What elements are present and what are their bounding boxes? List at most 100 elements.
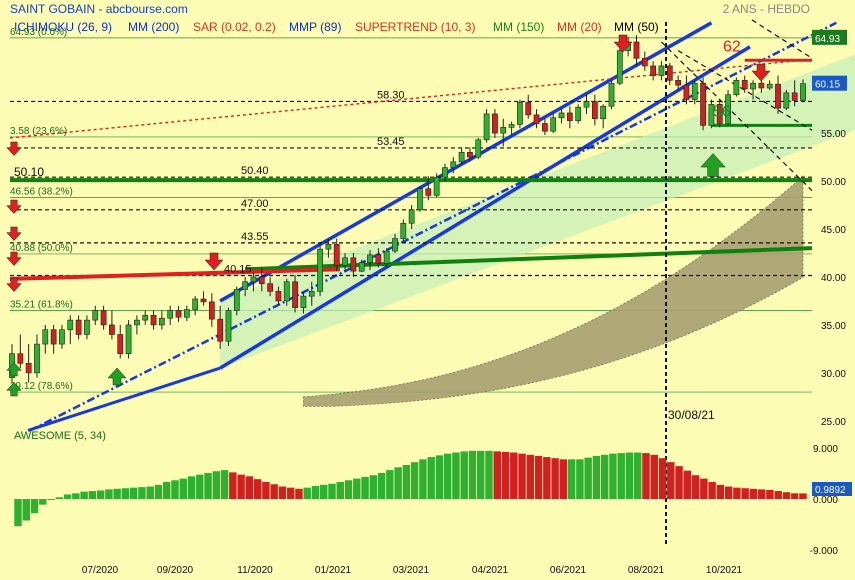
candle-body [683, 84, 690, 100]
fib-label: 40.88 (50.0%) [10, 243, 73, 254]
candle-body [217, 318, 224, 342]
oscillator-bar [724, 486, 733, 499]
date-marker-label: 30/08/21 [668, 408, 715, 422]
oscillator-bar [791, 493, 799, 499]
y-tick-label: 40.00 [821, 273, 846, 284]
candle-body [150, 315, 157, 326]
x-tick-label: 09/2020 [157, 565, 194, 576]
candle-body [275, 291, 282, 302]
candle-body [225, 310, 232, 342]
candle-body [741, 80, 748, 90]
oscillator-bar [320, 484, 328, 499]
oscillator-bar [386, 470, 394, 499]
candle-body [92, 310, 99, 321]
candle-body [158, 317, 165, 326]
candle-body [641, 57, 648, 67]
oscillator-bar [452, 452, 460, 499]
candle-body [433, 176, 440, 196]
oscillator-bar [212, 471, 221, 499]
indicator-label: MMP (89) [289, 20, 341, 34]
resistance-price-label: 62 [723, 38, 741, 55]
oscillator-bar [39, 499, 47, 505]
oscillator-bar [361, 476, 369, 499]
oscillator-bar [138, 487, 146, 499]
candle-body [716, 104, 723, 124]
candle-body [67, 319, 74, 331]
oscillator-bar [733, 487, 741, 499]
oscillator-bar [799, 493, 807, 499]
oscillator-bar [311, 485, 320, 499]
x-tick-label: 03/2021 [393, 565, 430, 576]
fib-label: 46.56 (38.2%) [10, 186, 73, 197]
candle-body [167, 310, 174, 319]
mm-green-line [244, 246, 813, 272]
sell-arrow-icon [613, 34, 633, 53]
candle-body [50, 329, 57, 345]
oscillator-bar [80, 491, 88, 499]
oscillator-bar [741, 488, 749, 499]
oscillator-bar [683, 470, 692, 499]
candle-body [758, 82, 765, 89]
candle-body [517, 102, 523, 125]
candle-body [250, 276, 257, 283]
oscillator-bar [642, 453, 650, 499]
oscillator-bar [204, 472, 212, 499]
oscillator-bar [30, 499, 39, 514]
candle-body [367, 254, 373, 263]
oscillator-bar [353, 478, 361, 499]
candle-body [775, 83, 781, 109]
candle-body [458, 151, 465, 163]
oscillator-bar [526, 454, 535, 499]
candle-body [258, 276, 265, 284]
oscillator-bar [766, 489, 774, 499]
y-tick-label: 45.00 [821, 225, 846, 236]
candle-body [566, 112, 573, 121]
candle-body [267, 283, 273, 292]
y-tick-label: 30.00 [821, 369, 846, 380]
y-tick-label: 35.00 [821, 321, 846, 332]
top-value-text: 64.93 [815, 34, 840, 45]
candle-body [525, 102, 532, 116]
sell-arrow-icon [6, 277, 22, 292]
indicator-label: MM (50) [614, 20, 659, 34]
y-tick-label: 55.00 [821, 129, 846, 140]
osc-tick-label: -9.000 [810, 546, 839, 557]
oscillator-bar [47, 499, 55, 500]
oscillator-bar [105, 489, 113, 499]
oscillator-bar [262, 482, 270, 499]
oscillator-bar [534, 455, 543, 499]
oscillator-bar [163, 482, 171, 499]
indicator-label: MM (150) [493, 20, 544, 34]
oscillator-bar [369, 475, 378, 499]
oscillator-bar [196, 474, 204, 499]
oscillator-bar [146, 486, 154, 499]
candle-body [450, 161, 457, 168]
candle-body [691, 82, 698, 100]
oscillator-bar [344, 480, 353, 499]
oscillator-bar [295, 488, 303, 499]
candle-body [192, 298, 199, 310]
buy-arrow-icon [107, 367, 127, 386]
oscillator-bar [278, 486, 287, 499]
y-tick-label: 50.00 [821, 177, 846, 188]
indicator-label: ICHIMOKU (26, 9) [14, 20, 112, 34]
candle-body [392, 238, 398, 252]
oscillator-bar [567, 459, 576, 499]
oscillator-bar [88, 491, 97, 499]
oscillator-bar [501, 451, 510, 499]
channel-fill [220, 54, 855, 369]
candle-body [375, 254, 382, 264]
oscillator-bar [96, 490, 105, 499]
candle-body [591, 101, 598, 120]
oscillator-bar [245, 476, 254, 499]
oscillator-bar [757, 489, 766, 499]
level-label: 47.00 [241, 198, 269, 210]
candle-body [725, 94, 731, 124]
indicator-label: SAR (0.02, 0.2) [193, 20, 276, 34]
candle-body [658, 65, 665, 76]
sell-arrow-icon [6, 199, 22, 214]
supertrend-line [9, 267, 341, 281]
candle-body [333, 244, 340, 266]
oscillator-bar [14, 499, 22, 527]
oscillator-bar [410, 462, 419, 499]
